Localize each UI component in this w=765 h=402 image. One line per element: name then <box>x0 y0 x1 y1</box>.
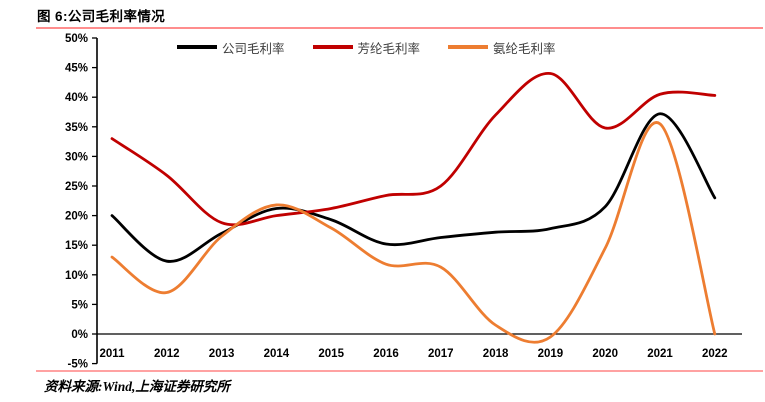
x-tick-label: 2018 <box>483 348 509 360</box>
title-divider <box>36 27 763 29</box>
legend-line-swatch <box>312 45 353 49</box>
y-tick-label: 15% <box>65 240 88 252</box>
series-line-芳纶毛利率 <box>110 72 717 227</box>
footer-divider <box>36 370 763 372</box>
legend-label: 公司毛利率 <box>222 41 285 56</box>
source-note: 资料来源:Wind,上海证券研究所 <box>44 379 230 394</box>
x-tick-label: 2016 <box>373 348 399 360</box>
legend-label: 氨纶毛利率 <box>493 41 556 56</box>
legend-item: 芳纶毛利率 <box>312 38 421 57</box>
y-tick-label: 0% <box>71 329 88 341</box>
x-tick-label: 2015 <box>318 348 344 360</box>
legend-line-swatch <box>448 45 489 49</box>
y-tick-label: 30% <box>65 151 88 163</box>
figure-title: 图 6:公司毛利率情况 <box>37 9 166 24</box>
chart-legend: 公司毛利率 芳纶毛利率 氨纶毛利率 <box>177 38 556 57</box>
x-tick-label: 2020 <box>592 348 618 360</box>
legend-item: 氨纶毛利率 <box>448 38 556 57</box>
x-tick-label: 2011 <box>100 348 126 360</box>
x-tick-label: 2021 <box>647 348 673 360</box>
y-tick-label: 40% <box>65 92 88 104</box>
legend-label: 芳纶毛利率 <box>357 41 421 56</box>
series-line-公司毛利率 <box>110 112 717 263</box>
y-tick-label: 50% <box>65 33 88 45</box>
x-tick-label: 2019 <box>538 348 564 360</box>
x-tick-label: 2022 <box>702 348 728 360</box>
y-tick-label: 10% <box>65 270 88 282</box>
y-tick-label: 45% <box>65 63 88 75</box>
y-tick-label: 5% <box>71 299 88 311</box>
series-line-氨纶毛利率 <box>110 121 717 344</box>
x-tick-label: 2017 <box>428 348 454 360</box>
x-tick-label: 2014 <box>264 348 290 360</box>
y-tick-label: -5% <box>68 359 88 371</box>
y-tick-label: 35% <box>65 122 88 134</box>
y-tick-label: 20% <box>65 211 88 223</box>
x-tick-label: 2012 <box>154 348 180 360</box>
legend-line-swatch <box>177 45 217 49</box>
y-tick-label: 25% <box>65 181 88 193</box>
x-tick-label: 2013 <box>209 348 235 360</box>
legend-item: 公司毛利率 <box>177 38 285 57</box>
